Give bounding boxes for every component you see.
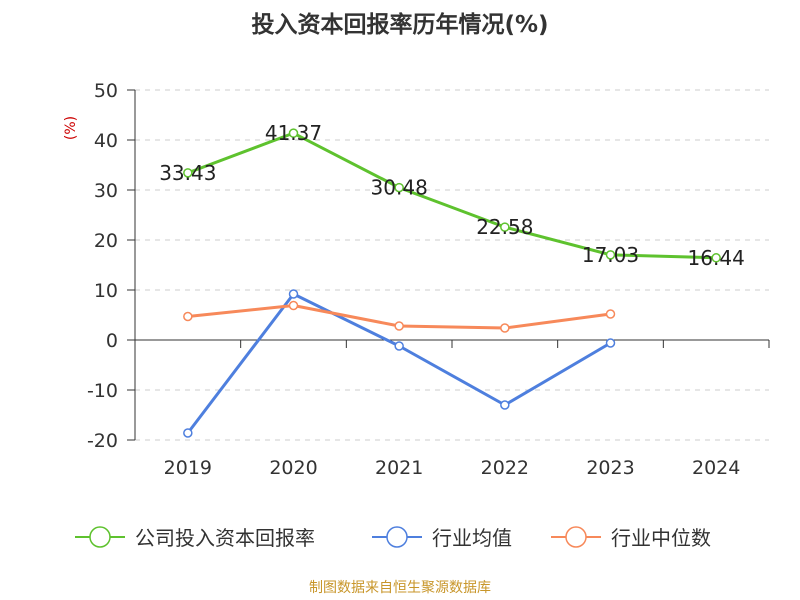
gridlines: 50 40 30 20 10 0 -10 -20 xyxy=(87,80,769,452)
data-label: 22.58 xyxy=(476,215,533,239)
y-tick-label: 10 xyxy=(94,280,118,302)
x-tick-label: 2022 xyxy=(481,457,529,479)
data-point xyxy=(711,253,721,263)
data-label: 30.48 xyxy=(371,176,428,200)
data-point xyxy=(605,250,616,260)
axes: 2019 2020 2021 2022 2023 2024 xyxy=(134,90,770,479)
y-axis-label: (%) xyxy=(63,116,79,140)
x-tick-label: 2024 xyxy=(692,457,740,479)
data-point xyxy=(394,182,404,193)
legend-item: 行业均值 xyxy=(372,526,512,550)
series-0: 33.43 41.37 30.48 22.58 17.03 16.44 xyxy=(159,121,745,270)
data-point xyxy=(183,428,193,438)
series-line xyxy=(186,292,612,434)
x-tick-label: 2020 xyxy=(269,457,317,479)
y-tick-label: 30 xyxy=(94,180,118,202)
legend-label: 行业均值 xyxy=(432,526,512,550)
data-point xyxy=(288,300,299,311)
y-tick-label: -20 xyxy=(87,430,118,452)
x-tick-label: 2019 xyxy=(164,457,212,479)
chart-title: 投入资本回报率历年情况(%) xyxy=(251,11,548,38)
data-point xyxy=(500,323,510,333)
legend-marker xyxy=(89,526,111,548)
data-point xyxy=(605,309,616,319)
data-point xyxy=(500,400,510,410)
legend-marker xyxy=(386,526,408,548)
y-tick-label: -10 xyxy=(87,380,118,402)
series-group: 33.43 41.37 30.48 22.58 17.03 16.44 xyxy=(159,121,745,438)
legend-label: 行业中位数 xyxy=(611,526,711,550)
data-point xyxy=(183,168,193,178)
series-1 xyxy=(183,289,616,438)
legend-item: 行业中位数 xyxy=(551,526,711,550)
x-tick-label: 2023 xyxy=(586,457,634,479)
series-line xyxy=(187,131,717,260)
data-point xyxy=(605,338,616,348)
data-label: 16.44 xyxy=(688,246,745,270)
data-label: 17.03 xyxy=(582,243,639,267)
series-2 xyxy=(183,300,616,333)
legend-marker xyxy=(565,526,587,548)
legend-item: 公司投入资本回报率 xyxy=(75,526,315,550)
data-label: 33.43 xyxy=(159,161,216,185)
y-tick-label: 20 xyxy=(94,230,118,252)
data-point xyxy=(183,311,193,322)
data-point xyxy=(500,222,510,232)
data-point xyxy=(288,289,299,299)
legend: 公司投入资本回报率 行业均值 行业中位数 xyxy=(75,526,711,550)
y-tick-label: 0 xyxy=(106,330,118,352)
legend-label: 公司投入资本回报率 xyxy=(135,526,315,550)
x-tick-label: 2021 xyxy=(375,457,423,479)
data-point xyxy=(394,321,404,331)
data-point xyxy=(288,128,299,138)
source-note: 制图数据来自恒生聚源数据库 xyxy=(309,580,491,596)
y-tick-label: 50 xyxy=(94,80,118,102)
data-label: 41.37 xyxy=(265,121,322,145)
data-point xyxy=(394,341,404,351)
y-tick-label: 40 xyxy=(94,130,118,152)
